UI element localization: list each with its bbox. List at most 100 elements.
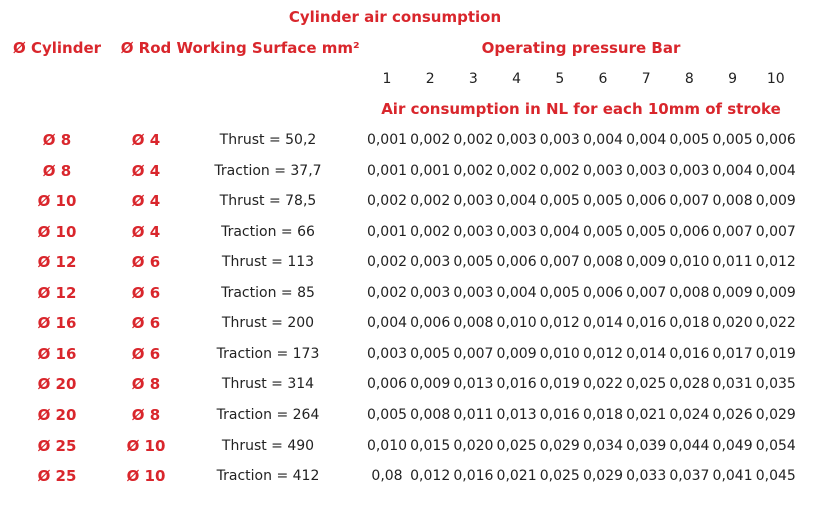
consumption-cell: 0,005 [539, 284, 580, 301]
consumption-cell: 0,020 [453, 437, 494, 454]
pressure-label: 9 [728, 71, 738, 87]
consumption-cell: 0,014 [626, 345, 667, 362]
consumption-cell: 0,003 [410, 254, 451, 271]
consumption-cell: 0,003 [453, 223, 494, 240]
rod-cell: Ø 4 [131, 192, 161, 211]
consumption-cell: 0,002 [410, 193, 451, 210]
consumption-cell: 0,018 [582, 406, 624, 423]
consumption-cell: 0,004 [366, 315, 408, 332]
consumption-cell: 0,001 [366, 162, 408, 179]
surface-cell: Thrust = 490 [221, 437, 315, 454]
pressure-label: 8 [684, 71, 694, 87]
consumption-cell: 0,007 [669, 193, 710, 210]
surface-cell: Traction = 412 [216, 468, 320, 485]
consumption-cell: 0,002 [410, 223, 451, 240]
consumption-cell: 0,009 [755, 193, 796, 210]
rod-cell: Ø 8 [131, 405, 161, 424]
consumption-cell: 0,025 [539, 468, 580, 485]
consumption-cell: 0,029 [755, 406, 796, 423]
consumption-cell: 0,011 [453, 406, 494, 423]
consumption-cell: 0,009 [755, 284, 796, 301]
surface-cell: Thrust = 78,5 [219, 193, 317, 210]
consumption-cell: 0,022 [582, 376, 624, 393]
consumption-cell: 0,004 [755, 162, 796, 179]
consumption-cell: 0,004 [496, 284, 537, 301]
column-header: Working Surface mm² [176, 39, 360, 57]
consumption-cell: 0,021 [626, 406, 667, 423]
consumption-cell: 0,021 [496, 468, 537, 485]
surface-cell: Traction = 264 [216, 406, 320, 423]
consumption-cell: 0,009 [626, 254, 667, 271]
rod-cell: Ø 8 [131, 375, 161, 394]
consumption-cell: 0,007 [712, 223, 753, 240]
consumption-cell: 0,008 [669, 284, 710, 301]
consumption-cell: 0,002 [453, 132, 494, 148]
consumption-cell: 0,008 [582, 254, 624, 271]
consumption-cell: 0,014 [582, 315, 624, 332]
consumption-cell: 0,007 [453, 345, 494, 362]
consumption-cell: 0,003 [496, 223, 537, 240]
cylinder-cell: Ø 8 [42, 131, 72, 149]
surface-cell: Traction = 37,7 [214, 162, 322, 179]
consumption-cell: 0,019 [755, 345, 796, 362]
consumption-cell: 0,005 [582, 223, 624, 240]
consumption-cell: 0,010 [496, 315, 537, 332]
consumption-cell: 0,003 [366, 345, 408, 362]
surface-cell: Thrust = 113 [221, 254, 315, 271]
consumption-cell: 0,08 [371, 468, 403, 485]
cylinder-cell: Ø 25 [37, 436, 77, 455]
consumption-cell: 0,013 [496, 406, 537, 423]
consumption-cell: 0,019 [539, 376, 580, 393]
consumption-cell: 0,010 [669, 254, 710, 271]
consumption-cell: 0,035 [755, 376, 796, 393]
consumption-cell: 0,037 [669, 468, 710, 485]
consumption-cell: 0,011 [712, 254, 753, 271]
consumption-cell: 0,006 [366, 376, 408, 393]
consumption-cell: 0,005 [453, 254, 494, 271]
consumption-cell: 0,004 [712, 162, 753, 179]
consumption-cell: 0,002 [410, 132, 451, 148]
consumption-cell: 0,016 [496, 376, 537, 393]
consumption-cell: 0,012 [410, 468, 451, 485]
consumption-cell: 0,017 [712, 345, 753, 362]
pressure-label: 1 [382, 71, 392, 87]
consumption-cell: 0,022 [755, 315, 796, 332]
cylinder-cell: Ø 10 [37, 192, 77, 211]
consumption-cell: 0,010 [539, 345, 580, 362]
consumption-cell: 0,033 [626, 468, 667, 485]
consumption-cell: 0,002 [539, 162, 580, 179]
consumption-cell: 0,009 [410, 376, 451, 393]
consumption-cell: 0,018 [669, 315, 710, 332]
rod-cell: Ø 10 [126, 467, 166, 486]
consumption-cell: 0,039 [626, 437, 667, 454]
consumption-cell: 0,001 [410, 162, 451, 179]
rod-cell: Ø 4 [131, 131, 161, 149]
consumption-cell: 0,045 [755, 468, 796, 485]
consumption-cell: 0,001 [366, 132, 408, 148]
cylinder-cell: Ø 12 [37, 253, 77, 272]
consumption-cell: 0,005 [539, 193, 580, 210]
rod-cell: Ø 6 [131, 283, 161, 302]
consumption-cell: 0,001 [366, 223, 408, 240]
pressure-label: 4 [512, 71, 522, 87]
column-header: Ø Rod [120, 39, 172, 57]
consumption-cell: 0,026 [712, 406, 753, 423]
consumption-cell: 0,009 [712, 284, 753, 301]
cylinder-cell: Ø 12 [37, 283, 77, 302]
rod-cell: Ø 4 [131, 161, 161, 180]
consumption-cell: 0,006 [626, 193, 667, 210]
consumption-cell: 0,024 [669, 406, 710, 423]
pressure-label: 3 [468, 71, 478, 87]
consumption-cell: 0,003 [539, 132, 580, 148]
consumption-cell: 0,006 [410, 315, 451, 332]
consumption-cell: 0,028 [669, 376, 710, 393]
consumption-cell: 0,025 [626, 376, 667, 393]
consumption-cell: 0,005 [669, 132, 710, 148]
consumption-cell: 0,005 [582, 193, 624, 210]
pressure-label: 6 [598, 71, 608, 87]
consumption-cell: 0,003 [453, 284, 494, 301]
consumption-cell: 0,008 [410, 406, 451, 423]
surface-cell: Traction = 85 [221, 284, 315, 301]
surface-cell: Thrust = 314 [221, 376, 315, 393]
